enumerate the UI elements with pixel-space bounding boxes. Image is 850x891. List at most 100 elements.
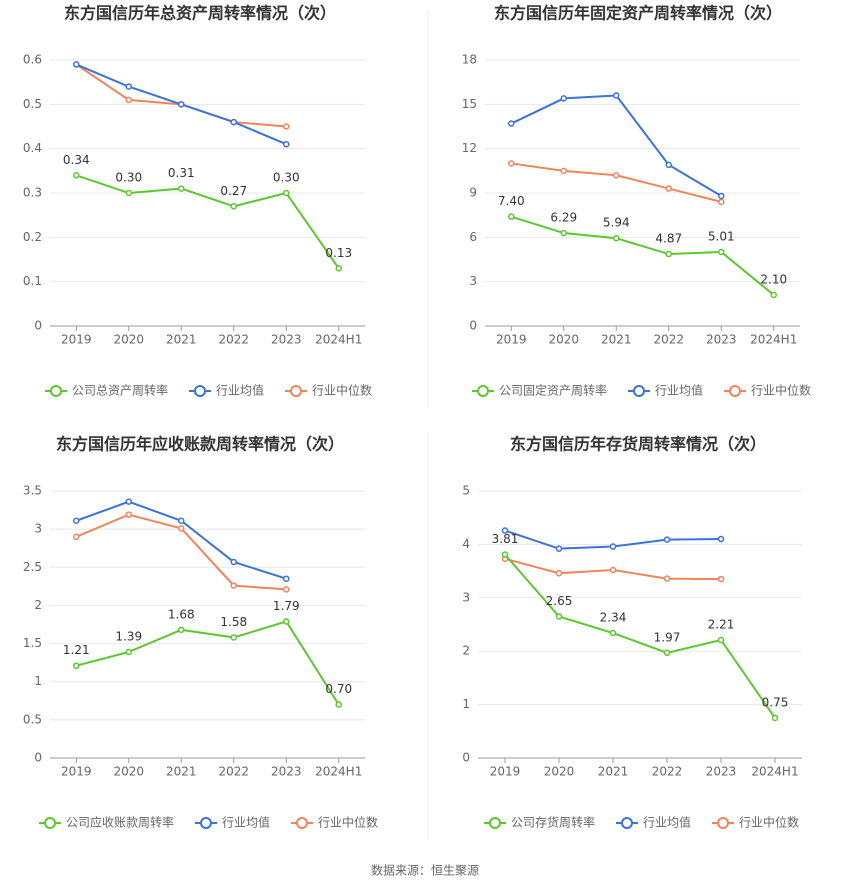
- y-tick-label: 0.2: [23, 230, 42, 244]
- data-label: 0.34: [63, 153, 90, 167]
- y-tick-label: 0.6: [23, 53, 42, 67]
- y-tick-label: 1: [462, 697, 470, 711]
- point: [555, 613, 563, 620]
- point: [125, 511, 132, 518]
- point: [717, 575, 725, 583]
- x-tick-label: 2020: [113, 333, 144, 347]
- point: [178, 101, 185, 108]
- data-label: 1.21: [63, 643, 90, 657]
- chart-title: 东方国信历年应收账款周转率情况（次）: [56, 435, 344, 454]
- legend-label: 行业中位数: [312, 383, 372, 398]
- y-tick-label: 2: [34, 598, 42, 612]
- y-tick-label: 1.5: [23, 636, 42, 650]
- point: [665, 250, 672, 258]
- point: [73, 533, 80, 541]
- legend-label: 行业均值: [655, 383, 703, 398]
- point: [555, 545, 563, 552]
- point: [613, 92, 620, 99]
- y-tick-label: 0.4: [23, 141, 42, 155]
- data-label: 2.65: [546, 594, 573, 608]
- point: [501, 551, 509, 558]
- point: [230, 203, 237, 210]
- legend-label: 公司总资产周转率: [72, 383, 168, 398]
- point: [73, 61, 80, 68]
- point: [508, 120, 515, 127]
- y-tick-label: 0.5: [23, 97, 42, 111]
- legend-marker: [729, 385, 741, 397]
- point: [178, 185, 185, 192]
- y-tick-label: 15: [462, 97, 477, 111]
- point: [717, 535, 725, 543]
- x-tick-label: 2021: [166, 333, 197, 347]
- y-tick-label: 18: [462, 53, 477, 67]
- data-label: 2.34: [600, 611, 627, 625]
- data-label: 0.75: [762, 695, 789, 709]
- data-label: 2.10: [760, 272, 787, 286]
- point: [663, 649, 671, 657]
- data-label: 5.01: [708, 229, 735, 243]
- y-tick-label: 0.5: [23, 712, 42, 726]
- series-line: [510, 215, 775, 296]
- legend-marker: [621, 817, 633, 829]
- data-label: 1.97: [654, 630, 681, 644]
- data-label: 1.68: [168, 607, 195, 621]
- data-label: 7.40: [498, 194, 525, 208]
- chart-title: 东方国信历年总资产周转率情况（次）: [64, 4, 336, 23]
- y-tick-label: 4: [462, 537, 470, 551]
- point: [663, 536, 671, 543]
- x-tick-label: 2023: [706, 333, 737, 347]
- data-label: 0.31: [168, 166, 195, 180]
- point: [283, 123, 290, 130]
- x-tick-label: 2024H1: [315, 333, 362, 347]
- point: [125, 498, 132, 505]
- y-tick-label: 0: [34, 751, 42, 765]
- point: [73, 662, 80, 669]
- point: [178, 517, 185, 525]
- data-label: 1.39: [115, 629, 142, 643]
- point: [555, 569, 563, 577]
- data-label: 0.13: [325, 246, 352, 260]
- series-line: [510, 94, 722, 197]
- point: [283, 189, 290, 197]
- point: [125, 83, 132, 90]
- legend-label: 行业均值: [216, 383, 264, 398]
- x-tick-label: 2019: [61, 333, 92, 347]
- data-label: 0.30: [115, 171, 142, 185]
- legend-label: 行业均值: [643, 815, 691, 830]
- point: [613, 234, 620, 242]
- point: [609, 566, 617, 574]
- point: [717, 636, 725, 644]
- x-tick-label: 2022: [218, 333, 249, 347]
- y-tick-label: 9: [469, 186, 477, 200]
- data-label: 3.81: [492, 532, 519, 546]
- x-tick-label: 2023: [271, 765, 302, 779]
- data-label: 1.79: [273, 599, 300, 613]
- series-line: [75, 174, 340, 269]
- y-tick-label: 0: [469, 319, 477, 333]
- y-tick-label: 3: [469, 274, 477, 288]
- point: [718, 198, 725, 206]
- legend-marker: [44, 817, 56, 829]
- data-label: 2.21: [708, 617, 735, 631]
- legend-marker: [489, 817, 501, 829]
- point: [663, 575, 671, 582]
- point: [770, 291, 777, 299]
- point: [125, 189, 132, 197]
- x-tick-label: 2022: [652, 765, 683, 779]
- y-tick-label: 1: [34, 674, 42, 688]
- x-tick-label: 2023: [706, 765, 737, 779]
- x-tick-label: 2020: [113, 765, 144, 779]
- point: [230, 634, 237, 641]
- y-tick-label: 2: [462, 644, 470, 658]
- legend-marker: [296, 817, 308, 829]
- y-tick-label: 0.1: [23, 274, 42, 288]
- series-line: [75, 63, 287, 128]
- y-tick-label: 0: [462, 751, 470, 765]
- x-tick-label: 2021: [166, 765, 197, 779]
- legend-marker: [717, 817, 729, 829]
- point: [178, 525, 185, 532]
- data-label: 0.27: [220, 184, 247, 198]
- data-label: 6.29: [550, 211, 577, 225]
- point: [609, 543, 617, 550]
